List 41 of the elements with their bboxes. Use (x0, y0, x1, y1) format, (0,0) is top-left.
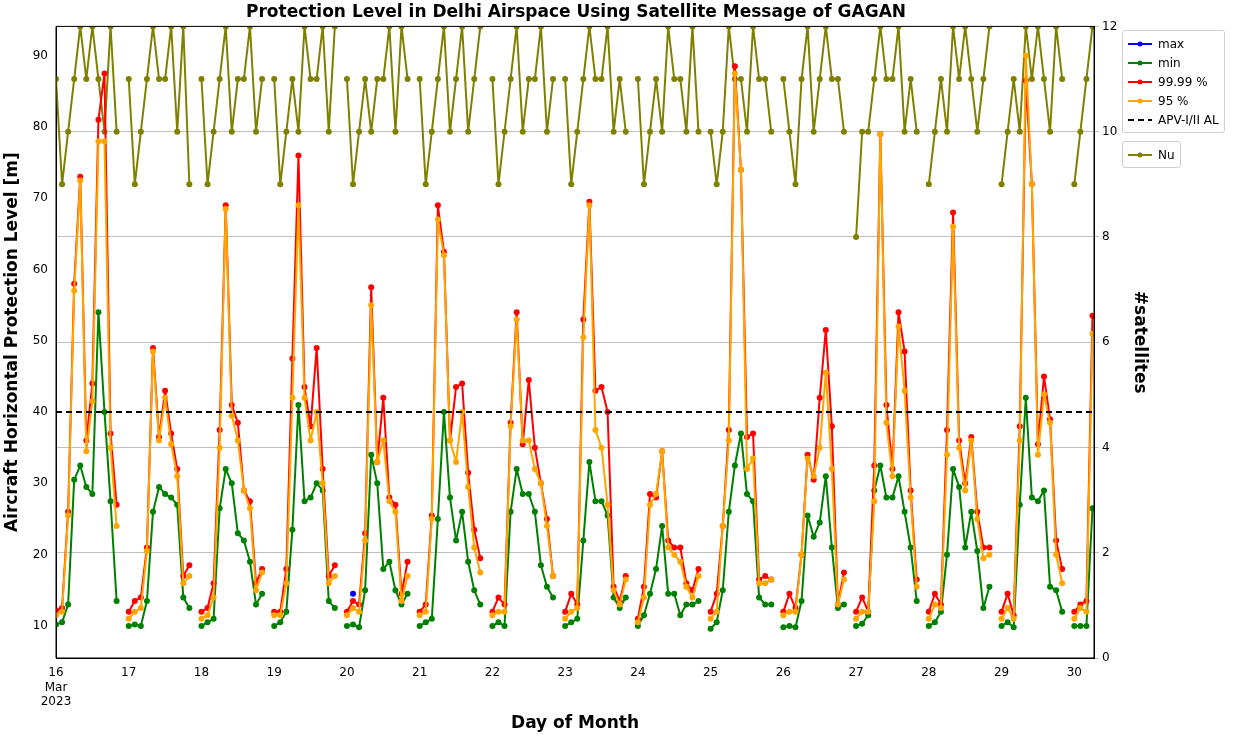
legend-label: Nu (1158, 147, 1175, 162)
x-tick-label: 23 (557, 665, 573, 680)
legend-label: APV-I/II AL (1158, 112, 1219, 127)
y-tick-label: 50 (32, 332, 48, 347)
y2-tick-label: 6 (1102, 334, 1110, 349)
y-tick-label: 80 (32, 119, 48, 134)
x-tick-label: 25 (702, 665, 719, 680)
y-tick-label: 20 (32, 546, 48, 561)
legend-label: min (1158, 55, 1181, 70)
x-tick-label: 30 (1066, 665, 1082, 680)
y2-tick-label: 12 (1102, 18, 1118, 33)
x-tick-label: 21 (412, 665, 428, 680)
x-tick-label: 26 (775, 665, 791, 680)
y-tick-label: 30 (32, 475, 48, 490)
x-tick-label: 18 (193, 665, 210, 680)
chart-title: Protection Level in Delhi Airspace Using Satellite Message of GAGAN (245, 0, 907, 21)
x-axis-title: Day of Month (511, 712, 639, 733)
y2-tick-label: 10 (1102, 123, 1118, 138)
y-axis-title: Aircraft Horizontal Protection Level [m] (0, 152, 21, 533)
y2-tick-label: 0 (1102, 650, 1110, 665)
x-tick-label: 29 (993, 665, 1010, 680)
y-tick-label: 40 (32, 404, 48, 419)
x-tick-label: 20 (339, 665, 355, 680)
x-tick-label: 24 (630, 665, 646, 680)
y-tick-label: 70 (32, 190, 48, 205)
legend-label: 99.99 % (1158, 74, 1208, 89)
y2-tick-label: 8 (1102, 229, 1110, 244)
y2-axis-title: #satellites (1131, 290, 1152, 394)
y-tick-label: 60 (32, 261, 48, 276)
x-tick-label: 19 (266, 665, 282, 680)
y2-tick-label: 4 (1102, 439, 1110, 454)
x-tick-label: 28 (921, 665, 937, 680)
legend-label: 95 % (1158, 93, 1189, 108)
legend-label: max (1158, 36, 1185, 51)
x-tick-label: 17 (121, 665, 137, 680)
x-tick-label: 27 (848, 665, 864, 680)
x-tick-label: 16 Mar 2023 (40, 665, 72, 709)
y2-tick-label: 2 (1102, 544, 1110, 559)
y-tick-label: 90 (32, 47, 48, 62)
x-tick-label: 22 (484, 665, 501, 680)
y-tick-label: 10 (32, 618, 48, 633)
